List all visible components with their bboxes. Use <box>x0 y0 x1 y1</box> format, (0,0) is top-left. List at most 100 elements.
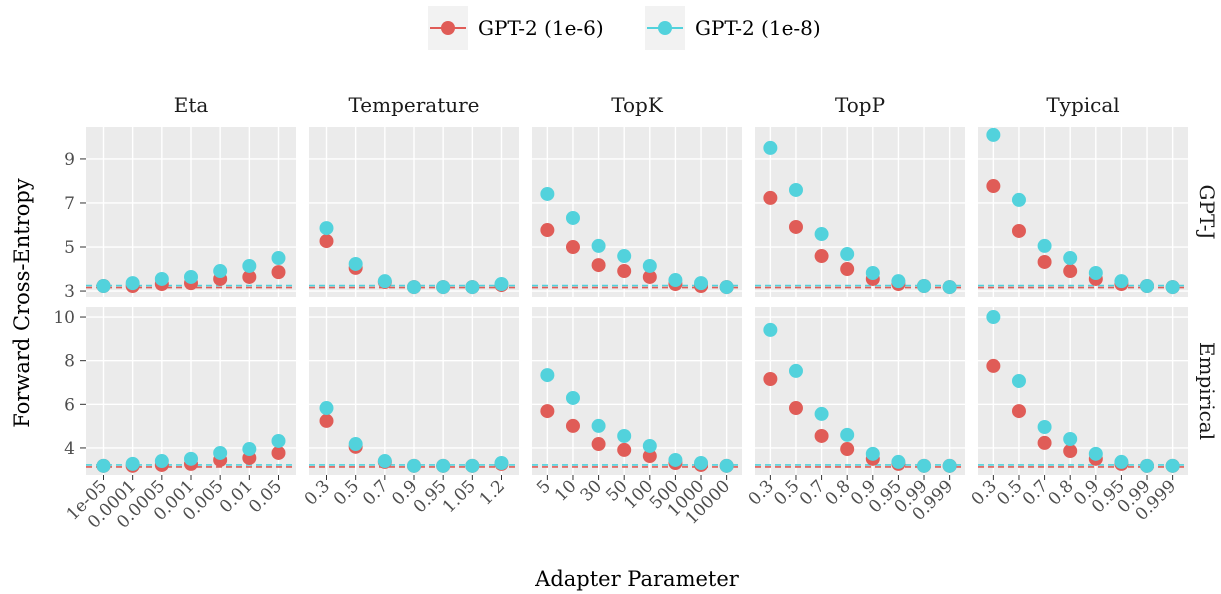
point <box>271 251 286 266</box>
point <box>242 258 257 273</box>
x-tick-label: 5 <box>533 476 555 498</box>
point <box>617 428 632 443</box>
point <box>1088 265 1103 280</box>
x-tick-label: 0.05 <box>245 476 286 517</box>
point <box>242 269 257 284</box>
point <box>1114 274 1129 289</box>
point <box>1063 432 1078 446</box>
point <box>1165 280 1180 295</box>
point <box>814 406 829 421</box>
point <box>465 458 480 473</box>
point <box>1063 251 1078 266</box>
y-axis-title: Forward Cross-Entropy <box>10 178 34 428</box>
x-tick-label: 1.05 <box>439 476 480 517</box>
point <box>271 433 286 448</box>
point <box>719 458 734 473</box>
panel-bg <box>978 307 1188 475</box>
facet-label: GPT-J <box>1195 185 1219 240</box>
point <box>348 437 363 452</box>
point <box>917 458 932 473</box>
point <box>1037 254 1052 269</box>
point <box>494 277 509 292</box>
point <box>1011 223 1026 238</box>
point <box>814 227 829 242</box>
point <box>719 280 734 295</box>
point <box>788 219 803 234</box>
point <box>319 413 334 428</box>
legend-label: GPT-2 (1e-6) <box>478 16 604 40</box>
y-tick-label: 3 <box>64 282 75 302</box>
point <box>763 140 778 155</box>
point <box>184 269 198 284</box>
point <box>242 442 257 457</box>
point <box>840 262 855 277</box>
y-tick-label: 4 <box>64 439 75 459</box>
point <box>565 240 580 255</box>
point <box>540 186 555 201</box>
point <box>986 179 1001 194</box>
point <box>377 454 392 469</box>
facet-label: Eta <box>174 93 209 117</box>
point <box>617 442 632 457</box>
point <box>436 458 451 473</box>
panel-bg <box>978 127 1188 297</box>
point <box>1140 278 1155 293</box>
point <box>125 456 140 471</box>
point <box>694 456 709 470</box>
x-axis-title: Adapter Parameter <box>534 567 740 591</box>
point <box>565 210 580 225</box>
panel-bg <box>755 127 965 297</box>
point <box>1063 264 1078 279</box>
legend-key-dot <box>658 21 672 35</box>
point <box>788 401 803 416</box>
point <box>891 274 906 289</box>
point <box>591 437 606 452</box>
point <box>565 418 580 433</box>
point <box>540 404 555 419</box>
point <box>1037 420 1052 434</box>
facet-label: Typical <box>1046 93 1119 117</box>
point <box>540 368 555 383</box>
point <box>348 256 363 271</box>
point <box>213 445 228 460</box>
point <box>814 249 829 264</box>
facet-label: Empirical <box>1195 342 1219 440</box>
x-tick-label: 0.7 <box>359 476 392 509</box>
point <box>986 127 1001 142</box>
point <box>319 221 334 236</box>
point <box>1088 446 1103 461</box>
point <box>788 363 803 378</box>
panel-bg <box>532 307 742 475</box>
point <box>763 190 778 205</box>
point <box>788 182 803 197</box>
y-tick-label: 7 <box>64 194 75 214</box>
legend-label: GPT-2 (1e-8) <box>695 16 821 40</box>
point <box>591 238 606 253</box>
point <box>319 234 334 249</box>
point <box>840 247 855 262</box>
point <box>840 427 855 442</box>
y-tick-label: 10 <box>53 308 75 328</box>
point <box>96 458 111 473</box>
point <box>1011 192 1026 207</box>
point <box>642 258 657 273</box>
point <box>565 390 580 405</box>
point <box>763 322 778 337</box>
point <box>1063 444 1078 458</box>
point <box>271 265 286 280</box>
point <box>540 223 555 238</box>
point <box>1037 435 1052 450</box>
point <box>642 438 657 453</box>
point <box>319 401 334 416</box>
y-tick-label: 6 <box>64 395 75 415</box>
point <box>407 458 421 473</box>
point <box>668 452 683 467</box>
point <box>271 445 286 460</box>
point <box>986 358 1001 373</box>
point <box>942 280 957 295</box>
point <box>763 372 778 386</box>
point <box>377 274 392 289</box>
y-tick-label: 9 <box>64 150 75 170</box>
x-tick-label: 0.5 <box>330 476 363 509</box>
